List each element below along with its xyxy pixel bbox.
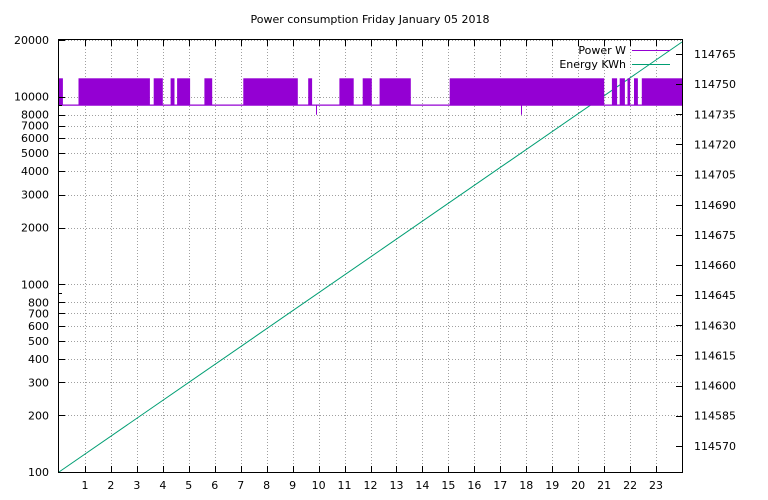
y-left-tick-label: 10000 [14,91,49,104]
plot-frame [58,39,683,473]
y-right-tick-label: 114585 [694,410,736,423]
x-tick-label: 15 [441,479,455,492]
y-right-tick-label: 114705 [694,169,736,182]
y-right-tick-label: 114765 [694,48,736,61]
y-left-tick-label: 1000 [21,278,49,291]
y-left-tick-label: 500 [28,335,49,348]
y-left-tick-label: 8000 [21,109,49,122]
y-left-tick-label: 100 [28,466,49,479]
x-tick-label: 4 [159,479,166,492]
x-tick-label: 19 [545,479,559,492]
power-high-band [611,78,618,106]
y-right-tick-label: 114720 [694,138,736,151]
x-tick-label: 11 [338,479,352,492]
x-tick-label: 13 [389,479,403,492]
power-high-band [339,78,354,106]
x-tick-label: 5 [185,479,192,492]
x-tick-label: 8 [263,479,270,492]
y-left-tick-label: 300 [28,376,49,389]
power-high-band [243,78,298,106]
y-left-tick-label: 7000 [21,120,49,133]
chart-title: Power consumption Friday January 05 2018 [251,13,490,26]
power-high-band [308,78,313,106]
x-tick-label: 7 [237,479,244,492]
legend-label-power: Power W [578,44,626,57]
y-right-tick-label: 114570 [694,440,736,453]
x-tick-label: 23 [649,479,663,492]
power-high-band [379,78,411,106]
power-high-band [627,78,631,106]
x-tick-label: 10 [312,479,326,492]
x-tick-label: 22 [623,479,637,492]
power-high-band [634,78,638,106]
y-right-tick-label: 114690 [694,199,736,212]
legend-label-energy: Energy KWh [559,58,626,71]
y-left-tick-label: 800 [28,296,49,309]
x-tick-label: 18 [519,479,533,492]
y-left-tick-label: 400 [28,353,49,366]
y-left-tick-label: 5000 [21,147,49,160]
y-right-tick-label: 114630 [694,319,736,332]
power-high-band [204,78,213,106]
x-axis: 1 2 3 4 5 6 7 8 9 10 11 12 13 14 15 16 17 18 19 20 21 22 23 [81,40,663,492]
power-high-band [78,78,150,106]
y-left-tick-label: 6000 [21,132,49,145]
y-left-tick-label: 200 [28,409,49,422]
y-right-tick-label: 114675 [694,229,736,242]
x-tick-label: 1 [81,479,88,492]
y-right-tick-label: 114660 [694,259,736,272]
x-tick-label: 9 [289,479,296,492]
y-right-tick-label: 114735 [694,108,736,121]
power-high-band [619,78,625,106]
x-tick-label: 12 [364,479,378,492]
y-left-tick-label: 20000 [14,34,49,47]
x-tick-label: 21 [597,479,611,492]
power-high-band [449,78,605,106]
y-right-tick-label: 114750 [694,78,736,91]
energy-line [58,41,683,473]
x-tick-label: 3 [133,479,140,492]
y-right-tick-label: 114645 [694,289,736,302]
x-tick-label: 14 [415,479,429,492]
y-right-tick-label: 114600 [694,380,736,393]
y-right-tick-label: 114615 [694,349,736,362]
power-high-band [170,78,175,106]
power-high-band [362,78,372,106]
y-left-tick-label: 2000 [21,222,49,235]
energy-series [58,41,683,473]
x-tick-label: 6 [211,479,218,492]
y-left-tick-label: 600 [28,320,49,333]
y-left-tick-label: 4000 [21,165,49,178]
x-tick-label: 2 [107,479,114,492]
y-left-tick-label: 3000 [21,189,49,202]
power-high-band [153,78,163,106]
power-high-band [641,78,682,106]
x-tick-label: 17 [493,479,507,492]
x-tick-label: 20 [571,479,585,492]
y-left-tick-label: 700 [28,307,49,320]
power-series [59,78,682,115]
power-high-band [177,78,191,106]
y-axis-right: 114570 114585 114600 114615 114630 114645 1146… [676,48,736,453]
power-high-band [59,78,63,106]
x-tick-label: 16 [467,479,481,492]
legend: Power W Energy KWh [559,44,670,71]
